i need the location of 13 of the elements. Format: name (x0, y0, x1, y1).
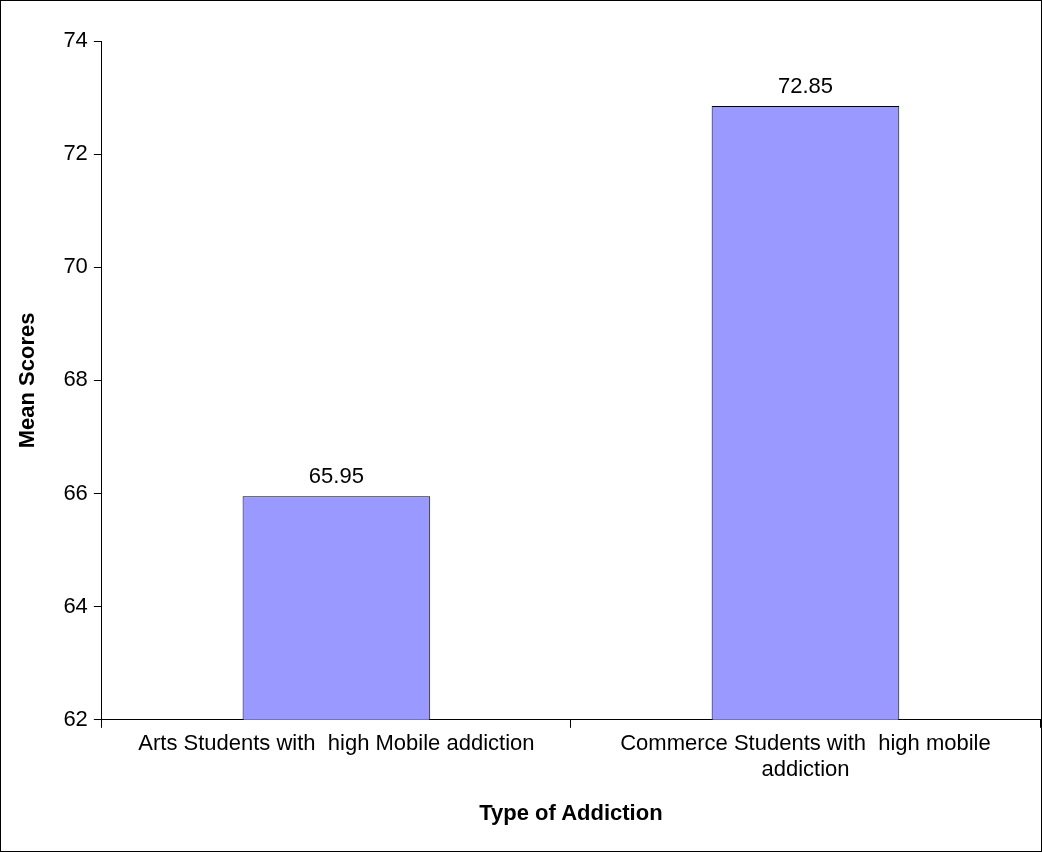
y-axis-title: Mean Scores (14, 312, 40, 449)
y-tick-label: 70 (63, 253, 88, 279)
y-tick-label: 72 (63, 140, 88, 166)
y-tick-label: 62 (63, 705, 88, 731)
x-axis-title: Type of Addiction (479, 799, 663, 825)
y-tick-label: 64 (63, 592, 88, 618)
y-tick-label: 74 (63, 27, 88, 53)
x-tick-label: Arts Students with high Mobile addiction (138, 730, 535, 756)
data-label: 72.85 (777, 73, 833, 99)
x-tick-label: Commerce Students with high mobile addiction (620, 730, 991, 782)
y-tick-label: 68 (63, 366, 88, 392)
y-tick-label: 66 (63, 479, 88, 505)
data-label: 65.95 (308, 463, 364, 489)
